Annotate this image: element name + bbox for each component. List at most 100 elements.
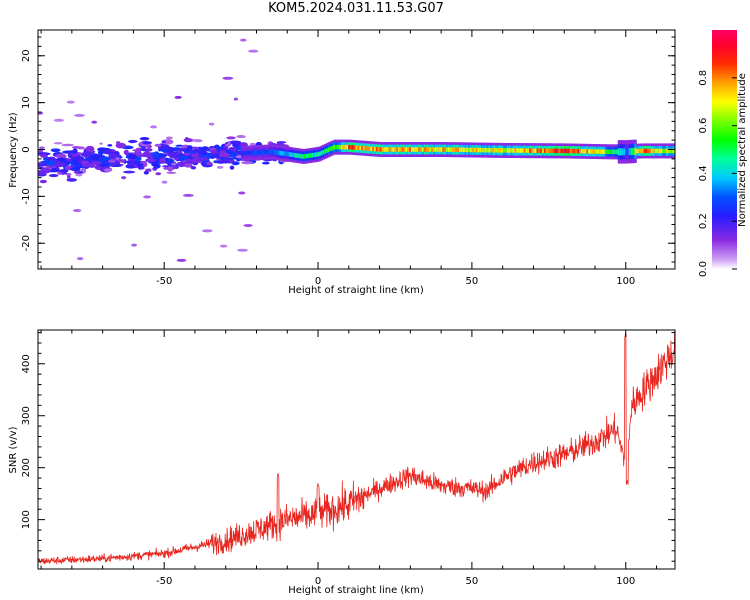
ridge-core [305,153,309,159]
snr-axes: -50 0 50 100 100 200 300 400 [21,330,675,587]
ridge-core [495,148,499,153]
top-y-axis-label: Frequency (Hz) [8,112,19,188]
spectrogram-blob [228,140,242,145]
ridge-core [586,149,589,154]
spectrogram-blob [101,155,106,158]
ridge-core [283,151,286,156]
spectrogram-blob [161,140,166,144]
colorbar-axis: 0.0 0.2 0.4 0.6 0.8 [698,70,737,277]
ridge-core [412,147,416,152]
ridge-core [241,151,244,156]
y-tick-label: 0 [21,146,32,152]
ridge-core [530,148,534,153]
ridge-core [446,147,449,152]
ridge-core [621,148,624,156]
ridge-core [567,148,571,154]
ridge-core [527,148,530,153]
ridge-core [401,147,405,152]
ridge-core [518,148,521,153]
ridge-core [416,147,419,152]
spectrogram-outlier [225,143,232,147]
ridge-core [510,148,514,153]
ridge-core [643,148,647,154]
ridge-core [300,153,303,159]
ridge-core [578,148,582,154]
colorbar-tick-label: 0.8 [698,70,709,86]
spectrogram-blob [55,157,66,161]
spectrogram-blob [196,150,206,154]
spectrogram-blob [139,153,153,157]
spectrogram-blob [64,173,72,176]
spectrogram-blob [191,152,200,158]
ridge-core [497,148,501,153]
ridge-core [654,148,658,154]
ridge-core [327,147,331,152]
ridge-core [385,147,388,152]
spectrogram-blob [108,153,118,159]
spectrogram-blob [61,143,75,147]
ridge-core [444,147,447,152]
spectrogram-blob [53,141,63,145]
ridge-core [405,147,408,152]
ridge-core [630,148,634,156]
bottom-x-axis-label: Height of straight line (km) [288,585,424,596]
ridge-core [540,148,543,153]
spectrogram-blob [140,163,144,167]
spectrogram-outlier [75,173,83,177]
spectrogram-blob [159,157,167,164]
ridge-core [414,147,418,152]
spectrogram-blob [179,148,191,152]
ridge-core [484,147,488,153]
ridge-core [434,147,438,152]
ridge-core [457,147,460,152]
ridge-core [597,149,600,154]
ridge-core [662,148,665,154]
ridge-core [361,145,364,151]
spectrogram-outlier [76,257,84,261]
ridge-core [460,147,464,153]
spectrogram-blob [72,156,85,160]
ridge-core [471,147,475,153]
spectrogram-blob [167,158,175,164]
ridge-core [268,149,272,155]
ridge-core [392,147,395,152]
ridge-core [259,150,262,155]
ridge-core [466,147,469,153]
y-tick-label: 200 [21,458,32,477]
spectrogram-blob [206,148,211,152]
ridge-core [556,148,560,154]
ridge-core [303,154,307,159]
ridge-core [337,144,340,150]
spectrogram-blob [200,162,205,165]
spectrogram-blob [210,150,218,154]
ridge-core [610,149,613,155]
spectrogram-outlier [193,139,199,143]
ridge-core [547,148,550,154]
ridge-core [440,147,443,152]
spectrogram-blob [128,160,135,166]
ridge-core [488,147,491,153]
ridge-core [255,150,259,155]
ridge-core [244,150,248,156]
ridge-core [566,148,569,154]
spectrogram-blob [72,148,78,155]
x-tick-label: 0 [315,576,321,587]
spectrogram-outlier [201,229,213,233]
spectrogram-blob [143,170,149,175]
ridge-core [475,147,478,153]
spectrogram-blob [167,152,179,157]
ridge-core [663,148,667,154]
ridge-core [534,148,538,153]
y-tick-label: 300 [21,406,32,425]
ridge-core [458,147,462,153]
y-tick-label: 20 [21,49,32,62]
spectrogram-outlier [91,120,98,124]
spectrogram-outlier [208,122,215,126]
ridge-core [364,146,368,151]
ridge-core [554,148,558,154]
spectrogram-blob [58,169,69,173]
spectrogram-outlier [143,195,152,199]
spectrogram-outlier [243,223,253,227]
ridge-core [433,147,436,152]
spectrogram-blob [88,164,96,168]
